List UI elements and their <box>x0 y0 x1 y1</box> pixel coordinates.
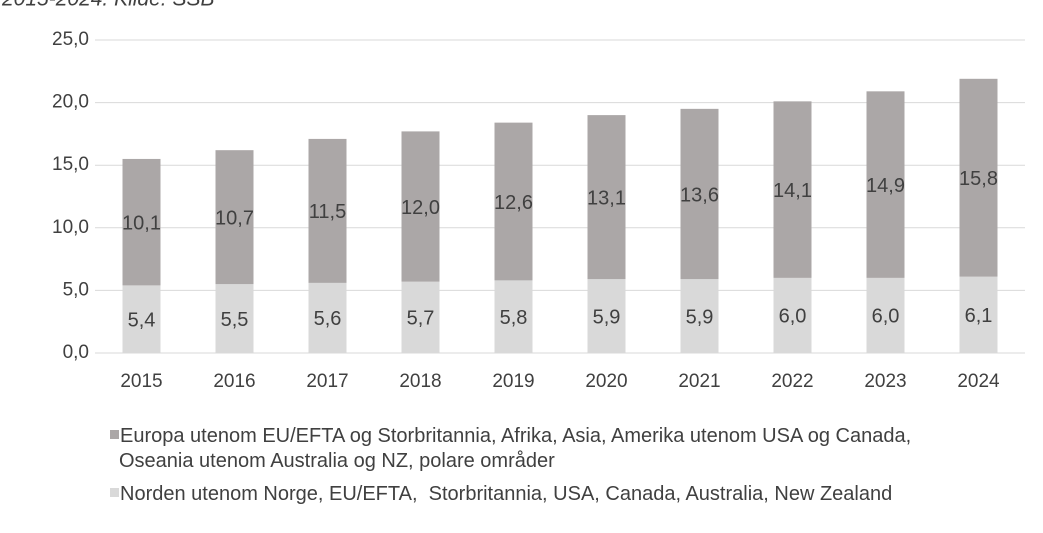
data-label: 5,8 <box>500 307 528 329</box>
y-tick-label: 5,0 <box>63 279 89 300</box>
bar-segment <box>680 279 719 353</box>
bar-segment <box>215 150 254 285</box>
data-label: 5,6 <box>314 308 342 330</box>
x-tick-label: 2018 <box>399 371 441 392</box>
data-label: 12,6 <box>494 192 533 214</box>
legend-swatch <box>110 488 119 497</box>
data-label: 14,1 <box>773 180 812 202</box>
bar-segment <box>308 138 347 283</box>
bar-segment <box>494 280 533 353</box>
bar-segment <box>494 122 533 281</box>
bar-segment <box>122 285 161 353</box>
y-tick-label: 15,0 <box>52 154 89 175</box>
data-label: 6,1 <box>965 305 993 327</box>
bar-segment <box>587 115 626 280</box>
legend-label: Europa utenom EU/EFTA og Storbritannia, … <box>119 425 917 472</box>
y-tick-label: 10,0 <box>52 217 89 238</box>
legend-swatch <box>110 430 119 439</box>
x-tick-label: 2023 <box>864 371 906 392</box>
data-label: 5,9 <box>686 306 714 328</box>
x-tick-label: 2019 <box>492 371 534 392</box>
x-tick-label: 2021 <box>678 371 720 392</box>
y-tick-label: 0,0 <box>63 342 89 363</box>
y-tick-label: 25,0 <box>52 29 89 50</box>
chart-title: 2015-2024. Kilde: SSB <box>1 0 214 11</box>
bar-segment <box>587 279 626 353</box>
x-tick-label: 2024 <box>957 371 1000 392</box>
data-label: 10,1 <box>122 212 161 234</box>
data-label: 13,1 <box>587 187 626 209</box>
bar-segment <box>401 281 440 353</box>
data-label: 12,0 <box>401 197 440 219</box>
y-tick-label: 20,0 <box>52 92 89 113</box>
bar-segment <box>866 91 905 278</box>
bar-segment <box>773 277 812 353</box>
bar-segment <box>773 101 812 278</box>
bar-segment <box>308 282 347 353</box>
bar-segment <box>401 131 440 282</box>
data-label: 5,7 <box>407 308 435 330</box>
bar-segment <box>680 108 719 280</box>
data-label: 6,0 <box>872 306 900 328</box>
data-label: 11,5 <box>309 201 346 223</box>
bar-segment <box>959 78 998 277</box>
bar-segment <box>215 284 254 353</box>
bar-segment <box>122 158 161 286</box>
data-label: 10,7 <box>215 207 254 229</box>
legend: Europa utenom EU/EFTA og Storbritannia, … <box>110 424 991 515</box>
x-tick-label: 2020 <box>585 371 627 392</box>
chart: 2015-2024. Kilde: SSB 0,0 5,0 10,0 15,0 20,0… <box>1 0 1025 392</box>
x-tick-label: 2016 <box>213 371 255 392</box>
data-label: 5,9 <box>593 306 621 328</box>
legend-label: Norden utenom Norge, EU/EFTA, Storbritan… <box>120 483 893 505</box>
data-label: 14,9 <box>866 175 905 197</box>
data-label: 5,4 <box>128 309 156 331</box>
data-label: 13,6 <box>680 184 719 206</box>
data-label: 15,8 <box>959 168 998 190</box>
data-label: 5,5 <box>221 309 249 331</box>
x-tick-label: 2017 <box>306 371 348 392</box>
x-tick-label: 2015 <box>120 371 162 392</box>
legend-entry: Norden utenom Norge, EU/EFTA, Storbritan… <box>110 482 991 507</box>
data-label: 6,0 <box>779 306 807 328</box>
x-tick-label: 2022 <box>771 371 813 392</box>
bar-segment <box>959 276 998 353</box>
legend-entry: Europa utenom EU/EFTA og Storbritannia, … <box>110 424 991 474</box>
bar-segment <box>866 277 905 353</box>
